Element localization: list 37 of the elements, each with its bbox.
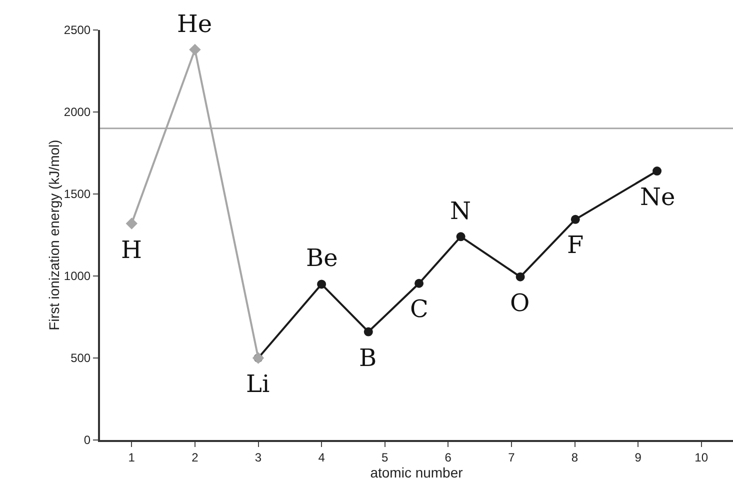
point bbox=[652, 166, 662, 176]
annotation: O bbox=[510, 289, 530, 317]
point bbox=[516, 272, 525, 282]
x-tick-label: 2 bbox=[192, 450, 199, 464]
y-tick-label: 1500 bbox=[64, 187, 91, 202]
y-tick-label: 2000 bbox=[64, 105, 91, 120]
x-tick-label: 4 bbox=[318, 450, 326, 464]
annotation: F bbox=[567, 231, 584, 259]
point bbox=[570, 214, 580, 224]
x-tick-label: 9 bbox=[634, 450, 642, 464]
y-tick-label: 1000 bbox=[64, 269, 91, 284]
point bbox=[126, 218, 138, 230]
point bbox=[364, 327, 373, 336]
point bbox=[189, 44, 201, 56]
x-tick-label: 8 bbox=[571, 450, 578, 464]
annotation: B bbox=[359, 344, 377, 372]
annotation: H bbox=[121, 236, 142, 264]
x-tick-label: 10 bbox=[694, 450, 708, 464]
annotation: N bbox=[450, 197, 471, 225]
point bbox=[414, 278, 424, 288]
y-axis-title: First ionization energy (kJ/mol) bbox=[46, 140, 62, 330]
x-tick-label: 7 bbox=[508, 450, 516, 464]
annotation: Ne bbox=[640, 183, 676, 211]
x-tick-label: 6 bbox=[444, 450, 452, 464]
y-tick-label: 500 bbox=[70, 351, 91, 366]
y-tick-label: 0 bbox=[84, 433, 91, 448]
x-tick-label: 1 bbox=[128, 450, 136, 464]
point bbox=[456, 232, 466, 242]
annotation: C bbox=[410, 295, 428, 323]
x-tick-label: 5 bbox=[382, 450, 389, 464]
x-axis-title: atomic number bbox=[370, 464, 464, 480]
annotation: Be bbox=[306, 244, 338, 272]
annotation: Li bbox=[246, 370, 270, 398]
annotation: He bbox=[177, 10, 212, 38]
x-tick-label: 3 bbox=[254, 450, 262, 464]
y-tick-label: 2500 bbox=[64, 23, 91, 38]
point bbox=[317, 280, 326, 289]
